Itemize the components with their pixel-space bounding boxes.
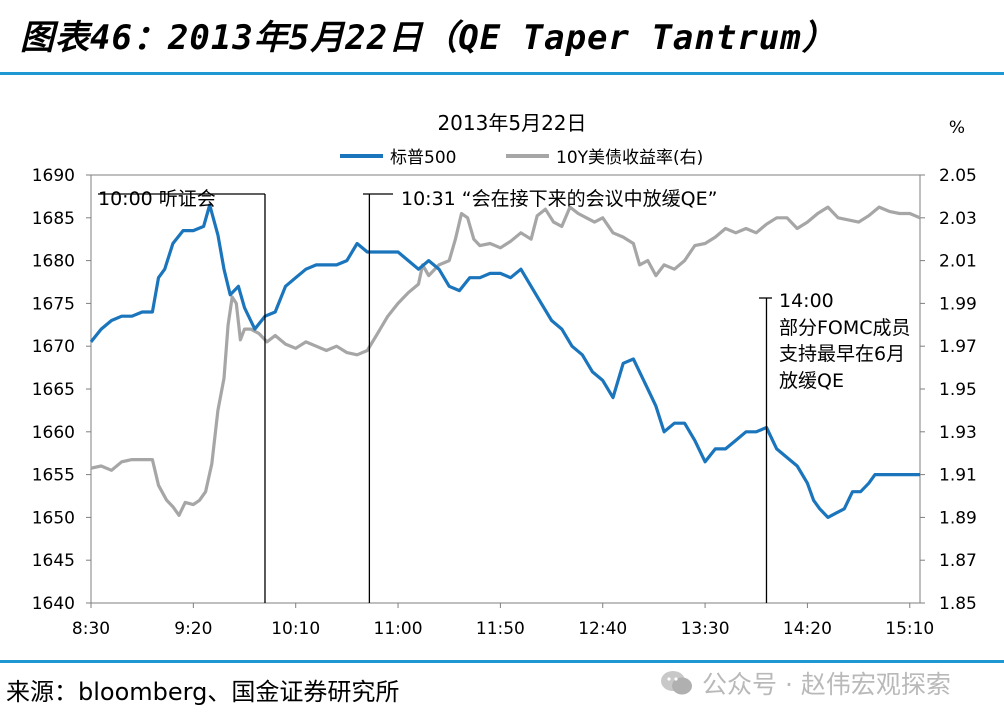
watermark: 公众号 · 赵伟宏观探索 [660, 665, 951, 701]
x-tick-label: 9:20 [174, 619, 212, 639]
watermark-text: 公众号 · 赵伟宏观探索 [702, 670, 951, 699]
x-axis: 8:30 9:20 10:10 11:00 11:50 12:40 13:30 14:20 15… [72, 603, 934, 639]
y-left-tick-label: 1645 [32, 551, 75, 571]
y-left-tick-label: 1680 [32, 252, 75, 272]
y-right-tick-label: 1.85 [939, 594, 977, 614]
y-right-tick-label: 1.95 [939, 380, 977, 400]
y-left-tick-label: 1665 [32, 380, 75, 400]
x-tick-label: 11:00 [374, 619, 423, 639]
annotation-text: 支持最早在6月 [779, 343, 905, 365]
annotation-text: 14:00 [779, 290, 834, 312]
x-tick-label: 13:30 [681, 619, 730, 639]
y-right-tick-label: 2.03 [939, 209, 977, 229]
annotation-layer: 10:00 听证会 10:31 “会在接下来的会议中放缓QE” 14:00 部分FOM… [98, 188, 911, 603]
y-axis-right: 1.85 1.87 1.89 1.91 1.93 1.95 1.97 1.99 2.01 2.03… [920, 166, 977, 614]
annotation-text: 部分FOMC成员 [779, 317, 911, 339]
y-axis-left: 1640 1645 1650 1655 1660 1665 1670 1675 1680 1685… [32, 166, 91, 614]
annotation-text: 10:31 “会在接下来的会议中放缓QE” [401, 188, 717, 210]
annotation-text: 放缓QE [779, 370, 844, 392]
x-tick-label: 11:50 [476, 619, 525, 639]
bottom-rule [0, 660, 1004, 663]
x-tick-label: 8:30 [72, 619, 110, 639]
series-layer [89, 203, 921, 519]
series-line-sp500 [89, 203, 920, 519]
legend-label-10y: 10Y美债收益率(右) [556, 148, 703, 168]
annotation-text: 10:00 听证会 [98, 188, 216, 210]
y-right-tick-label: 1.99 [939, 294, 977, 314]
y-right-tick-label: 1.93 [939, 423, 977, 443]
y-left-tick-label: 1675 [32, 294, 75, 314]
right-axis-unit: % [949, 118, 965, 138]
wechat-icon [661, 671, 692, 695]
y-right-tick-label: 1.87 [939, 551, 977, 571]
chart: 2013年5月22日 % 标普500 10Y美债收益率(右) 8:30 9:20 1… [32, 111, 977, 639]
y-left-tick-label: 1670 [32, 337, 75, 357]
y-right-tick-label: 2.05 [939, 166, 977, 186]
legend: 标普500 10Y美债收益率(右) [340, 148, 703, 168]
x-tick-label: 14:20 [783, 619, 832, 639]
top-rule [0, 72, 1004, 75]
figure-title: 图表46：2013年5月22日（QE Taper Tantrum） [20, 18, 837, 58]
series-line-10y-yield [90, 205, 921, 517]
y-right-tick-label: 1.89 [939, 508, 977, 528]
y-right-tick-label: 1.91 [939, 466, 977, 486]
y-left-tick-label: 1685 [32, 209, 75, 229]
legend-label-sp500: 标普500 [390, 148, 456, 168]
y-left-tick-label: 1660 [32, 423, 75, 443]
x-tick-label: 15:10 [885, 619, 934, 639]
x-tick-label: 10:10 [271, 619, 320, 639]
y-left-tick-label: 1690 [32, 166, 75, 186]
x-tick-label: 12:40 [578, 619, 627, 639]
y-left-tick-label: 1650 [32, 508, 75, 528]
source-note: 来源：bloomberg、国金证券研究所 [6, 678, 400, 706]
y-left-tick-label: 1655 [32, 466, 75, 486]
y-right-tick-label: 1.97 [939, 337, 977, 357]
chart-title: 2013年5月22日 [437, 111, 586, 135]
y-right-tick-label: 2.01 [939, 252, 977, 272]
y-left-tick-label: 1640 [32, 594, 75, 614]
